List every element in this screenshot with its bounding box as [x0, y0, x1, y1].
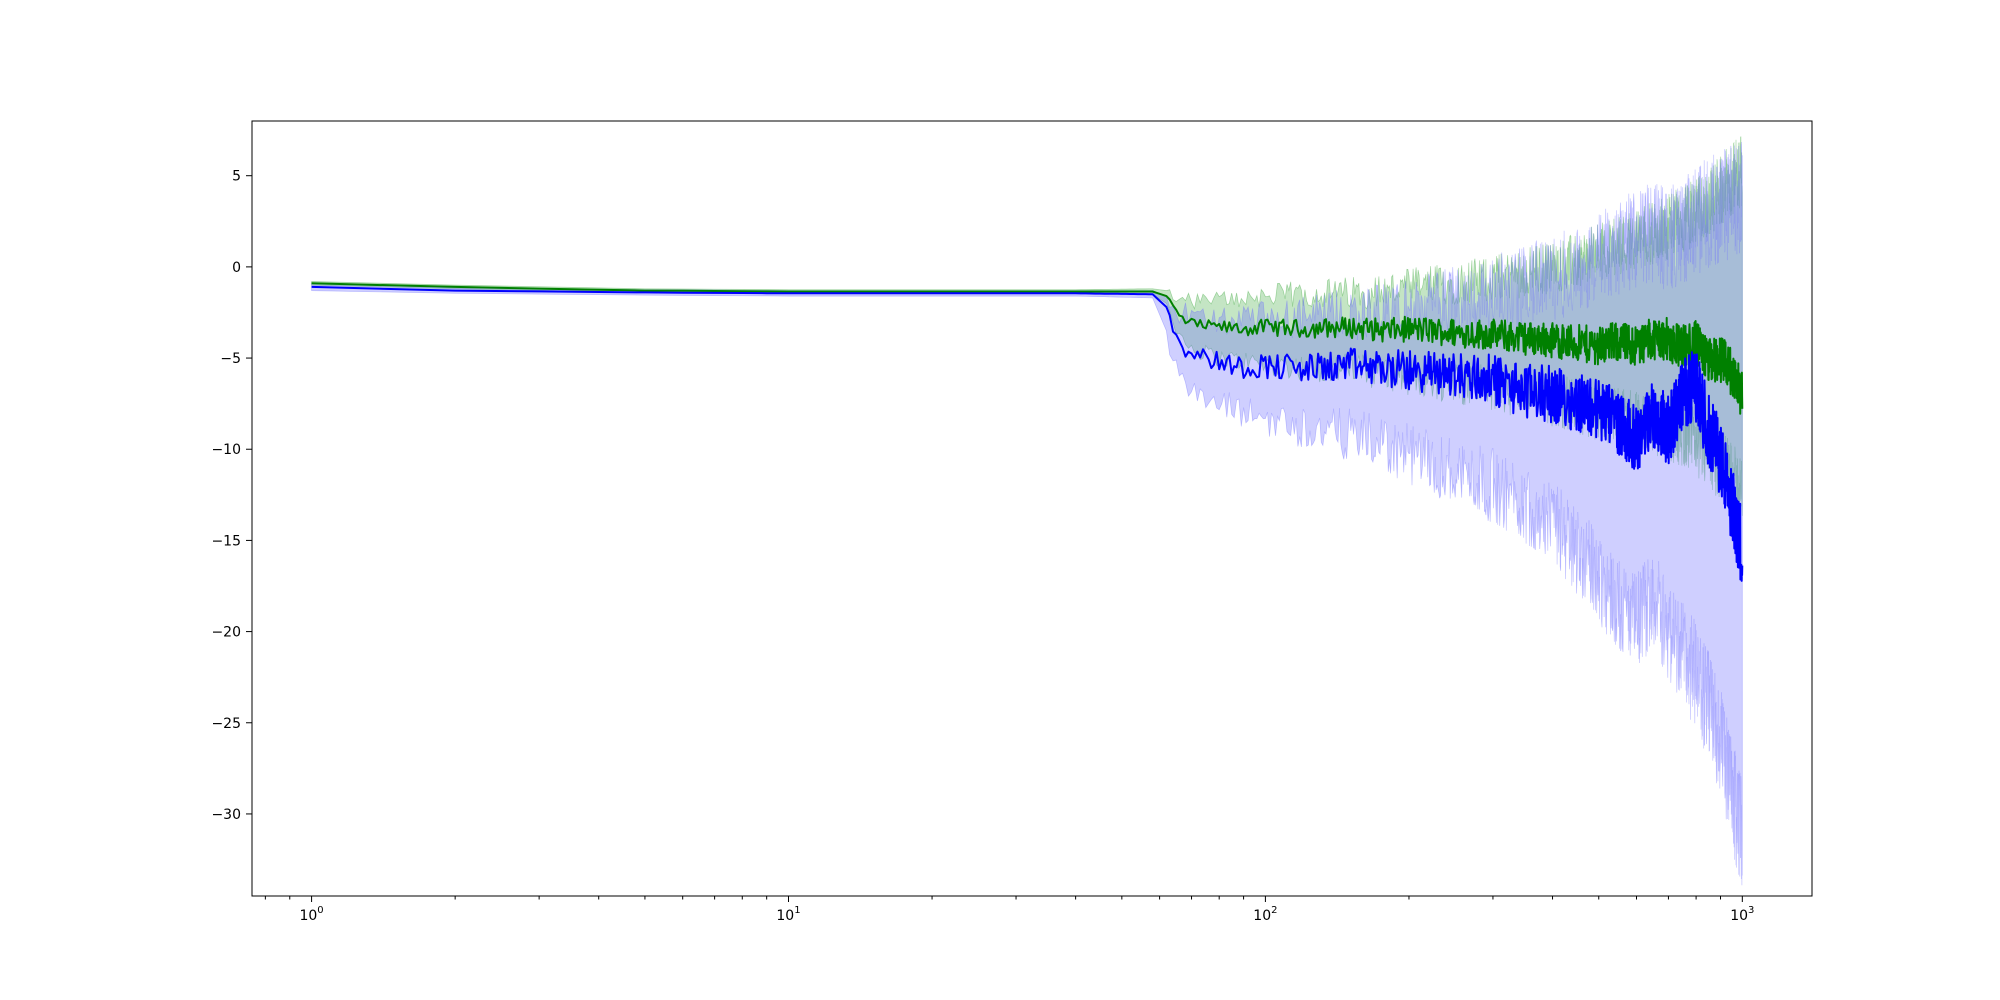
- y-tick-label: −20: [211, 625, 241, 641]
- x-axis: 100 101 102 103: [264, 896, 1754, 924]
- y-tick-label: −5: [220, 351, 241, 367]
- y-tick-label: 5: [232, 169, 241, 185]
- series-2-line: [311, 285, 1744, 582]
- axes-frame: [251, 120, 1813, 897]
- y-tick-label: −15: [211, 533, 241, 549]
- y-tick-label: −10: [211, 442, 241, 458]
- y-tick-label: −25: [211, 716, 241, 732]
- series-1-line: [311, 282, 1744, 415]
- x-tick-label: 102: [1253, 905, 1277, 924]
- y-tick-label: 0: [232, 260, 241, 276]
- y-tick-label: −30: [211, 807, 241, 823]
- y-axis: 5 0 −5 −10 −15 −20 −25 −30: [211, 169, 252, 823]
- x-tick-label: 100: [299, 905, 323, 924]
- x-tick-label: 103: [1730, 905, 1754, 924]
- x-tick-label: 101: [776, 905, 800, 924]
- plot-area: [311, 136, 1744, 886]
